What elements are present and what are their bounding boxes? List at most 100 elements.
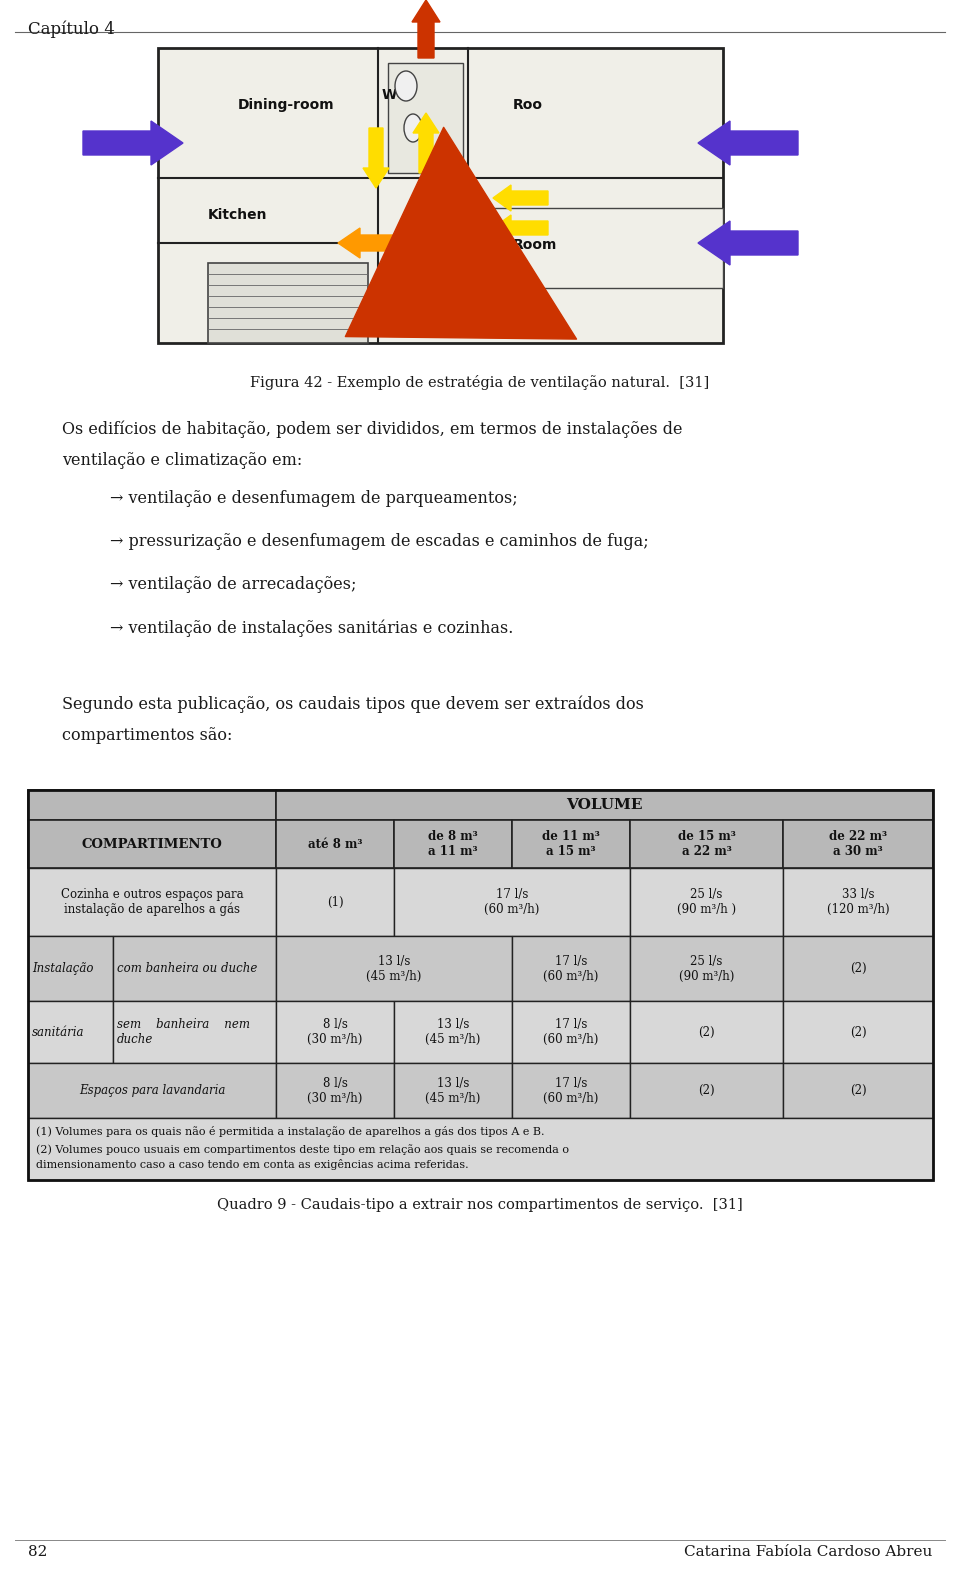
Text: sem    banheira    nem
duche: sem banheira nem duche	[117, 1018, 250, 1046]
Bar	[276, 1001, 394, 1064]
Text: Cozinha e outros espaços para
instalação de aparelhos a gás: Cozinha e outros espaços para instalação…	[60, 888, 243, 916]
Text: Espaços para lavandaria: Espaços para lavandaria	[79, 1084, 226, 1097]
Bar	[468, 207, 723, 287]
Bar	[630, 936, 783, 1001]
Bar	[783, 820, 933, 869]
Bar	[394, 1064, 512, 1119]
Bar	[783, 1064, 933, 1119]
Text: 8 l/s
(30 m³/h): 8 l/s (30 m³/h)	[307, 1076, 363, 1104]
Text: (1): (1)	[326, 895, 344, 908]
Text: → ventilação de instalações sanitárias e cozinhas.: → ventilação de instalações sanitárias e…	[110, 619, 514, 636]
Bar	[394, 820, 512, 869]
Text: de 15 m³
a 22 m³: de 15 m³ a 22 m³	[678, 829, 735, 858]
Text: de 22 m³
a 30 m³: de 22 m³ a 30 m³	[828, 829, 887, 858]
Ellipse shape	[404, 115, 422, 141]
Bar	[113, 1001, 276, 1064]
Bar	[512, 1001, 630, 1064]
Bar	[276, 869, 394, 936]
Text: Instalação: Instalação	[32, 961, 93, 976]
Bar	[208, 262, 368, 342]
Ellipse shape	[395, 71, 417, 101]
Text: Capítulo 4: Capítulo 4	[28, 20, 115, 38]
Text: Os edifícios de habitação, podem ser divididos, em termos de instalações de: Os edifícios de habitação, podem ser div…	[62, 419, 683, 437]
Text: 17 l/s
(60 m³/h): 17 l/s (60 m³/h)	[543, 1076, 599, 1104]
Text: Room: Room	[513, 237, 558, 251]
Text: (2): (2)	[850, 1026, 866, 1038]
Bar	[783, 869, 933, 936]
FancyArrow shape	[698, 121, 798, 165]
Text: (2): (2)	[698, 1084, 715, 1097]
Text: → pressurização e desenfumagem de escadas e caminhos de fuga;: → pressurização e desenfumagem de escada…	[110, 533, 649, 550]
Bar	[28, 869, 276, 936]
Bar	[28, 1064, 276, 1119]
Text: Dining-room: Dining-room	[238, 97, 335, 112]
Text: 8 l/s
(30 m³/h): 8 l/s (30 m³/h)	[307, 1018, 363, 1046]
FancyArrow shape	[493, 185, 548, 211]
Text: dimensionamento caso a caso tendo em conta as exigências acima referidas.: dimensionamento caso a caso tendo em con…	[36, 1159, 468, 1170]
Text: 25 l/s
(90 m³/h ): 25 l/s (90 m³/h )	[677, 888, 736, 916]
FancyArrow shape	[83, 121, 183, 165]
Text: Quadro 9 - Caudais-tipo a extrair nos compartimentos de serviço.  [31]: Quadro 9 - Caudais-tipo a extrair nos co…	[217, 1199, 743, 1211]
Text: 13 l/s
(45 m³/h): 13 l/s (45 m³/h)	[425, 1018, 481, 1046]
Text: de 8 m³
a 11 m³: de 8 m³ a 11 m³	[428, 829, 478, 858]
Text: 13 l/s
(45 m³/h): 13 l/s (45 m³/h)	[367, 955, 421, 982]
Text: de 11 m³
a 15 m³: de 11 m³ a 15 m³	[542, 829, 600, 858]
Text: sanitária: sanitária	[32, 1026, 84, 1038]
Text: (1) Volumes para os quais não é permitida a instalação de aparelhos a gás dos ti: (1) Volumes para os quais não é permitid…	[36, 1126, 544, 1137]
Bar	[28, 1001, 113, 1064]
Text: → ventilação de arrecadações;: → ventilação de arrecadações;	[110, 577, 356, 592]
Bar	[158, 49, 723, 342]
Text: VOLUME: VOLUME	[566, 798, 643, 812]
Bar	[388, 63, 463, 173]
Text: (2): (2)	[850, 1084, 866, 1097]
Bar	[512, 936, 630, 1001]
Bar	[28, 1119, 933, 1180]
Bar	[276, 820, 394, 869]
Text: ventilação e climatização em:: ventilação e climatização em:	[62, 452, 302, 470]
Bar	[394, 1001, 512, 1064]
Bar	[783, 936, 933, 1001]
Text: até 8 m³: até 8 m³	[308, 837, 362, 850]
Bar	[276, 936, 512, 1001]
Text: 33 l/s
(120 m³/h): 33 l/s (120 m³/h)	[827, 888, 889, 916]
Bar	[28, 790, 276, 820]
Bar	[630, 820, 783, 869]
Bar	[512, 1064, 630, 1119]
Bar	[630, 1064, 783, 1119]
Bar	[28, 936, 113, 1001]
Bar	[630, 1001, 783, 1064]
FancyArrow shape	[363, 127, 389, 189]
Text: Segundo esta publicação, os caudais tipos que devem ser extraídos dos: Segundo esta publicação, os caudais tipo…	[62, 694, 644, 713]
Text: 17 l/s
(60 m³/h): 17 l/s (60 m³/h)	[484, 888, 540, 916]
Bar	[113, 936, 276, 1001]
FancyArrow shape	[413, 113, 439, 173]
FancyArrow shape	[338, 228, 408, 258]
Bar	[276, 790, 933, 820]
Text: Roo: Roo	[513, 97, 543, 112]
Text: compartimentos são:: compartimentos são:	[62, 727, 232, 745]
Bar	[512, 820, 630, 869]
Bar	[28, 820, 276, 869]
Bar	[394, 869, 630, 936]
Text: 13 l/s
(45 m³/h): 13 l/s (45 m³/h)	[425, 1076, 481, 1104]
Text: Catarina Fabíola Cardoso Abreu: Catarina Fabíola Cardoso Abreu	[684, 1544, 932, 1558]
Text: Figura 42 - Exemplo de estratégia de ventilação natural.  [31]: Figura 42 - Exemplo de estratégia de ven…	[251, 375, 709, 390]
Text: COMPARTIMENTO: COMPARTIMENTO	[82, 837, 223, 850]
Text: → ventilação e desenfumagem de parqueamentos;: → ventilação e desenfumagem de parqueame…	[110, 490, 517, 507]
Text: com banheira ou duche: com banheira ou duche	[117, 961, 257, 976]
Bar	[276, 1064, 394, 1119]
Bar	[783, 1001, 933, 1064]
FancyArrow shape	[493, 215, 548, 240]
Bar	[630, 869, 783, 936]
FancyArrow shape	[412, 0, 440, 58]
Text: (2): (2)	[698, 1026, 715, 1038]
Text: (2) Volumes pouco usuais em compartimentos deste tipo em relação aos quais se re: (2) Volumes pouco usuais em compartiment…	[36, 1144, 569, 1155]
Text: 82: 82	[28, 1544, 47, 1558]
Text: (2): (2)	[850, 961, 866, 976]
Bar	[28, 790, 933, 1180]
Text: 17 l/s
(60 m³/h): 17 l/s (60 m³/h)	[543, 955, 599, 982]
FancyArrow shape	[698, 222, 798, 265]
Text: Kitchen: Kitchen	[208, 207, 268, 222]
Text: WC: WC	[382, 88, 407, 102]
Text: 17 l/s
(60 m³/h): 17 l/s (60 m³/h)	[543, 1018, 599, 1046]
